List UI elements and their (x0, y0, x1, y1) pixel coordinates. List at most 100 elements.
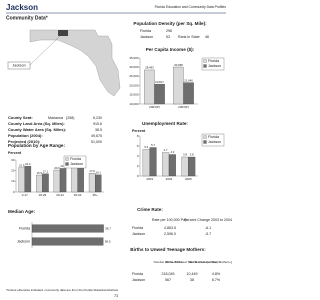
fact-label: County Water Area (Sq. Miles): (8, 127, 66, 132)
births-value: 4.8% (212, 272, 221, 276)
bar (183, 82, 194, 105)
rank-label: Rank in State (178, 35, 200, 39)
births-value: 10,449 (187, 272, 198, 276)
births-title: Births to Unwed Teenage Mothers: (130, 247, 206, 252)
value-label: 22.8 (19, 163, 25, 167)
y-tick-label: Jackson (17, 239, 30, 243)
crime-value: 2,596.0 (164, 232, 176, 236)
map-pointer (29, 35, 61, 66)
bar (71, 163, 78, 193)
crime-value: -6.1 (205, 226, 211, 230)
facts: County Seat: Marianna (258) 6,230 County Lan… (8, 115, 102, 144)
crime-name: Jackson (132, 232, 145, 236)
legend-label: Florida (208, 59, 219, 63)
births-value: 218,045 (162, 272, 175, 276)
footnote: *Unless otherwise indicated, community d… (6, 288, 118, 292)
fact-note: (258) (66, 116, 74, 120)
crime-col: Rate per 100,000 Pop. (152, 218, 188, 222)
legend-swatch (203, 64, 207, 68)
density-value: 296 (166, 29, 172, 33)
y-tick-label: 8 (137, 134, 139, 138)
y-tick-label: 25,000 (129, 74, 139, 78)
bar (154, 83, 165, 105)
fact-value: 915.6 (93, 122, 102, 126)
county-title: Jackson (6, 3, 38, 12)
births-col: Number of Live Births (154, 260, 183, 264)
legend-swatch (65, 162, 69, 166)
density-name: Florida (140, 29, 151, 33)
x-tick-label: 45-64 (74, 193, 82, 197)
bar (31, 237, 104, 246)
legend-box (201, 57, 225, 71)
bar (95, 174, 102, 193)
x-tick-label: 2004 (166, 177, 173, 181)
fact-value: 51,000 (91, 140, 102, 144)
chart-title: Unemployment Rate: (142, 121, 188, 126)
legend-label: Jackson (208, 140, 221, 144)
legend-label: Jackson (70, 162, 83, 166)
value-label: 15.9 (37, 171, 43, 175)
map-label-box (7, 61, 31, 70)
bar (142, 149, 150, 177)
value-label: 3.8 (183, 153, 187, 157)
legend-swatch (65, 157, 69, 161)
births-col: Births to Unwed Teen Mothers (number) (165, 260, 218, 264)
bar (36, 174, 43, 193)
y-label: Percent (132, 129, 146, 133)
y-tick-label: 0 (13, 190, 15, 194)
density-name: Jackson (140, 35, 153, 39)
crime-title: Crime Rate: (137, 207, 163, 212)
x-tick-label: 0-17 (22, 193, 28, 197)
fact-value: 38.5 (95, 128, 102, 132)
y-tick-label: 35,000 (129, 56, 139, 60)
value-label: 3.8 (190, 153, 194, 157)
subtitle: Community Data* (6, 15, 48, 21)
rank-value: 46 (205, 35, 209, 39)
bar (18, 167, 25, 193)
bar (181, 156, 189, 177)
crime-value: 4,863.5 (164, 226, 176, 230)
y-tick-label: 30,000 (129, 65, 139, 69)
y-tick-label: 10,000 (129, 102, 139, 106)
x-tick-label: 2003 (146, 177, 153, 181)
legend-swatch (203, 140, 207, 144)
bar (173, 66, 184, 105)
y-tick-label: Florida (19, 226, 30, 230)
y-tick-label: 4 (137, 154, 139, 158)
fact-name: Marianna (48, 116, 63, 120)
bar (53, 169, 61, 193)
y-tick-label: 30 (11, 158, 15, 162)
crime-value: -5.7 (205, 232, 211, 236)
chart-title: Population by Age Range: (8, 143, 65, 148)
fact-label: Population (2004): (8, 133, 43, 138)
bar (144, 69, 155, 105)
fact-label: Projected (2010): (8, 139, 40, 144)
legend-box (63, 155, 87, 169)
legend-swatch (203, 59, 207, 63)
value-label: 28,493 (145, 66, 154, 70)
fact-label: County Seat: (8, 115, 33, 120)
chart-title: Median Age: (8, 209, 36, 214)
county-highlight (58, 30, 68, 36)
chart-title: Per Capita Income ($): (146, 47, 195, 52)
y-tick-label: 20,000 (129, 83, 139, 87)
births-value: 6.7% (212, 278, 221, 282)
bar (188, 156, 196, 177)
y-tick-label: 2 (137, 164, 139, 168)
crime-col: Percent Change 2003 to 2004 (184, 218, 232, 222)
x-tick-label: 18-29 (39, 193, 47, 197)
bar (168, 154, 176, 177)
value-label: 16.1 (96, 171, 102, 175)
y-tick-label: 20 (11, 168, 15, 172)
value-label: 38.5 (105, 239, 111, 243)
value-label: 4.3 (170, 150, 174, 154)
map-label: Jackson (12, 63, 25, 67)
value-label: 30,098 (174, 63, 183, 67)
x-tick-label: 65+ (93, 193, 98, 197)
y-label: Percent (8, 151, 22, 155)
value-label: 20,817 (155, 80, 164, 84)
bar (59, 168, 67, 193)
births-value: 38 (190, 278, 194, 282)
bar (24, 166, 32, 193)
density-value: 53 (166, 35, 170, 39)
